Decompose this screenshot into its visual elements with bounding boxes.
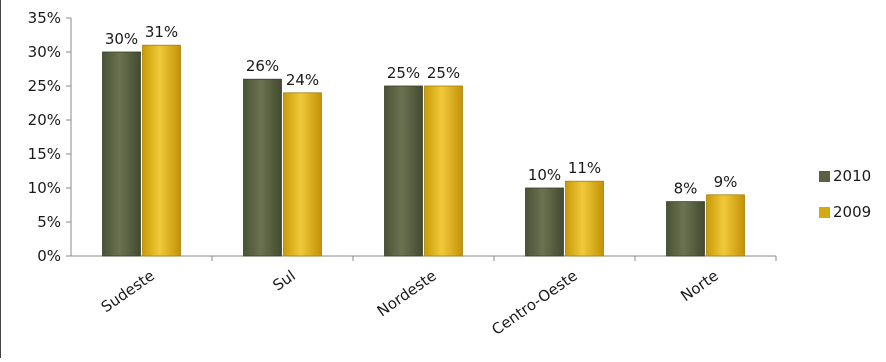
y-tick-label: 25%	[28, 77, 61, 95]
legend-label-2010: 2010	[833, 167, 872, 185]
bar-2009-norte	[706, 194, 745, 257]
bars	[102, 44, 745, 257]
bar-2010-nordeste	[384, 85, 423, 257]
y-tick-label: 35%	[28, 9, 61, 27]
legend-label-2009: 2009	[833, 203, 872, 221]
x-tick-label-nordeste: Nordeste	[374, 267, 440, 321]
x-tick-label-norte: Norte	[677, 267, 721, 306]
legend-item-2010: 2010	[819, 158, 871, 194]
bar-2010-sudeste	[102, 51, 141, 257]
y-tick-label: 20%	[28, 111, 61, 129]
bar-2009-centro-oeste	[565, 180, 604, 257]
data-label-2009-sudeste: 31%	[145, 23, 178, 41]
bar-2009-sul	[283, 92, 322, 257]
legend: 2010 2009	[819, 158, 871, 230]
y-tick-label: 5%	[37, 213, 61, 231]
bar-2009-nordeste	[424, 85, 463, 257]
y-tick-label: 0%	[37, 247, 61, 265]
bar-2010-centro-oeste	[525, 187, 564, 257]
bar-2010-sul	[243, 78, 282, 257]
legend-item-2009: 2009	[819, 194, 871, 230]
data-label-2010-norte: 8%	[674, 180, 698, 198]
data-label-2010-sul: 26%	[246, 57, 279, 75]
bar-2010-norte	[666, 201, 705, 257]
x-tick-label-sudeste: Sudeste	[98, 267, 158, 317]
data-label-2009-nordeste: 25%	[427, 64, 460, 82]
data-label-2009-centro-oeste: 11%	[568, 159, 601, 177]
data-label-2010-nordeste: 25%	[387, 64, 420, 82]
y-tick-label: 15%	[28, 145, 61, 163]
data-label-2009-norte: 9%	[714, 173, 738, 191]
x-tick-label-sul: Sul	[269, 267, 298, 295]
legend-swatch-2010	[819, 170, 830, 182]
data-label-2010-centro-oeste: 10%	[528, 166, 561, 184]
data-label-2009-sul: 24%	[286, 71, 319, 89]
y-tick-label: 30%	[28, 43, 61, 61]
x-tick-label-centro-oeste: Centro-Oeste	[488, 267, 580, 339]
bar-2009-sudeste	[142, 44, 181, 257]
y-tick-label: 10%	[28, 179, 61, 197]
data-label-2010-sudeste: 30%	[105, 30, 138, 48]
data-labels: 30% 31% 26% 24% 25% 25% 10% 11% 8% 9%	[105, 23, 738, 197]
legend-swatch-2009	[819, 206, 830, 218]
